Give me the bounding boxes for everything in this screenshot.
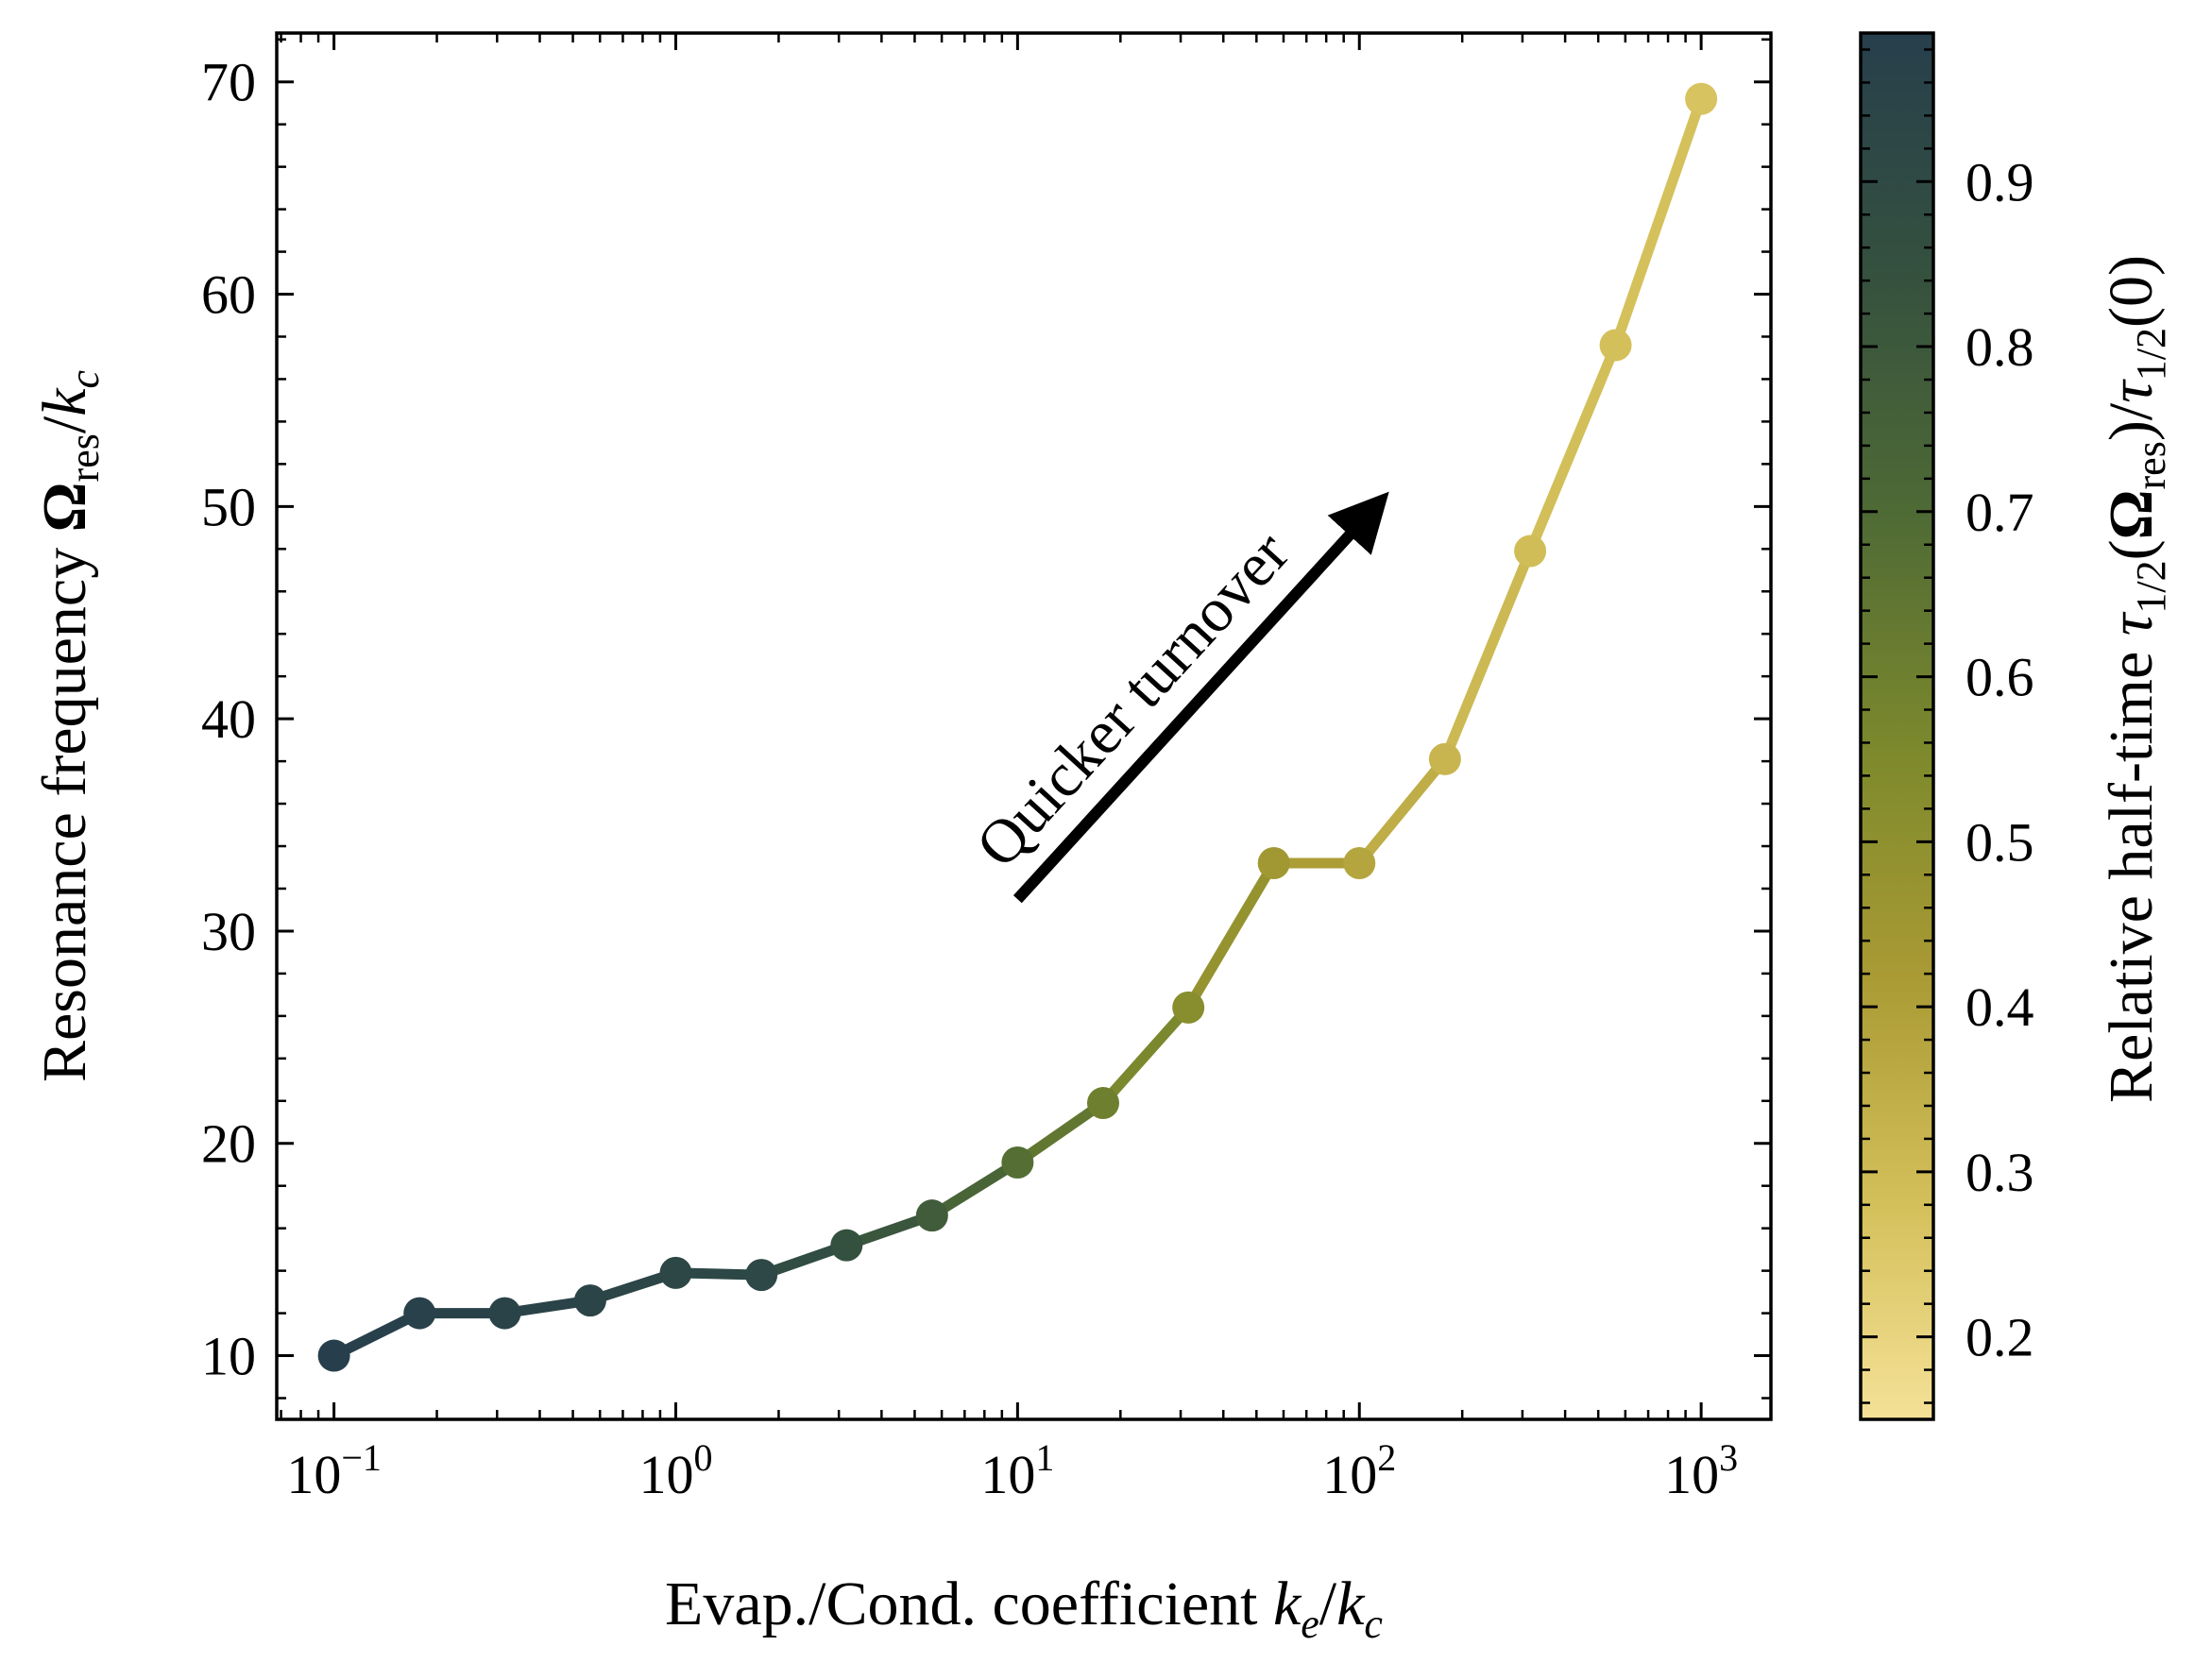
y-tick-label: 50 xyxy=(201,476,256,537)
y-tick-label: 40 xyxy=(201,688,256,750)
data-point xyxy=(1257,847,1290,880)
x-tick-label: 10−1 xyxy=(286,1436,382,1505)
x-tick-label: 101 xyxy=(980,1436,1054,1505)
data-point xyxy=(1428,742,1461,775)
y-tick-label: 20 xyxy=(201,1113,256,1175)
colorbar-tick-labels: 0.2 0.3 0.4 0.5 0.6 0.7 0.8 0.9 xyxy=(1965,151,2034,1367)
colorbar: 0.2 0.3 0.4 0.5 0.6 0.7 0.8 0.9 Relative half-t… xyxy=(1859,31,2174,1421)
y-minor-ticks xyxy=(277,38,1771,1400)
data-point xyxy=(488,1297,521,1330)
data-point xyxy=(659,1256,692,1289)
data-point xyxy=(573,1284,606,1317)
series-segment xyxy=(1439,546,1536,765)
annotation-text: Quicker turnover xyxy=(963,518,1302,880)
colorbar-label: Relative half-time τ1/2(Ωres)/τ1/2(0) xyxy=(2097,255,2174,1103)
annotation: Quicker turnover xyxy=(963,491,1389,904)
y-tick-labels: 10 20 30 40 50 60 70 xyxy=(201,52,256,1387)
data-point xyxy=(745,1259,778,1292)
plot-area: Quicker turnover 10−1 100 101 102 103 10 20 30… xyxy=(201,31,1773,1505)
x-tick-label: 103 xyxy=(1664,1436,1738,1505)
data-point xyxy=(1172,991,1205,1024)
colorbar-major-ticks xyxy=(1861,179,1933,1339)
series-segment xyxy=(1353,754,1451,869)
data-point xyxy=(915,1199,948,1232)
data-point xyxy=(1685,82,1718,115)
colorbar-tick-label: 0.2 xyxy=(1965,1307,2034,1368)
y-major-ticks xyxy=(277,80,1771,1358)
data-point xyxy=(317,1339,350,1372)
series-segment xyxy=(1012,1097,1109,1168)
annotation-arrow xyxy=(1012,491,1389,904)
colorbar-tick-label: 0.4 xyxy=(1965,976,2034,1038)
data-point xyxy=(1001,1145,1034,1179)
series-points xyxy=(317,82,1718,1372)
y-tick-label: 60 xyxy=(201,264,256,326)
data-point xyxy=(1599,329,1632,362)
colorbar-minor-ticks xyxy=(1861,48,1933,1404)
colorbar-gradient xyxy=(1859,31,1935,1421)
y-tick-label: 70 xyxy=(201,52,256,113)
series-segment xyxy=(1524,339,1622,557)
colorbar-tick-label: 0.8 xyxy=(1965,316,2034,378)
x-tick-label: 102 xyxy=(1322,1436,1396,1505)
data-point xyxy=(830,1229,863,1262)
series-segment xyxy=(1610,93,1707,350)
data-point xyxy=(1086,1087,1119,1120)
series-segment xyxy=(1183,857,1280,1013)
x-tick-labels: 10−1 100 101 102 103 xyxy=(286,1436,1738,1505)
data-point xyxy=(1343,847,1376,880)
colorbar-tick-label: 0.3 xyxy=(1965,1142,2034,1203)
data-point xyxy=(1514,535,1547,568)
axes-frame xyxy=(275,31,1773,1421)
series-segment xyxy=(927,1157,1023,1221)
x-tick-label: 100 xyxy=(638,1436,712,1505)
colorbar-tick-label: 0.7 xyxy=(1965,482,2034,543)
colorbar-tick-label: 0.9 xyxy=(1965,151,2034,212)
x-minor-ticks xyxy=(280,33,1687,1419)
colorbar-tick-label: 0.5 xyxy=(1965,811,2034,873)
colorbar-tick-label: 0.6 xyxy=(1965,647,2034,708)
x-major-ticks xyxy=(332,33,1703,1419)
y-axis-label: Resonance frequency Ωres/kc xyxy=(30,369,108,1082)
x-axis-label: Evap./Cond. coefficient ke/kc xyxy=(665,1570,1383,1647)
series-segment xyxy=(1098,1002,1194,1109)
y-tick-label: 10 xyxy=(201,1326,256,1387)
data-point xyxy=(403,1297,436,1330)
y-tick-label: 30 xyxy=(201,901,256,962)
